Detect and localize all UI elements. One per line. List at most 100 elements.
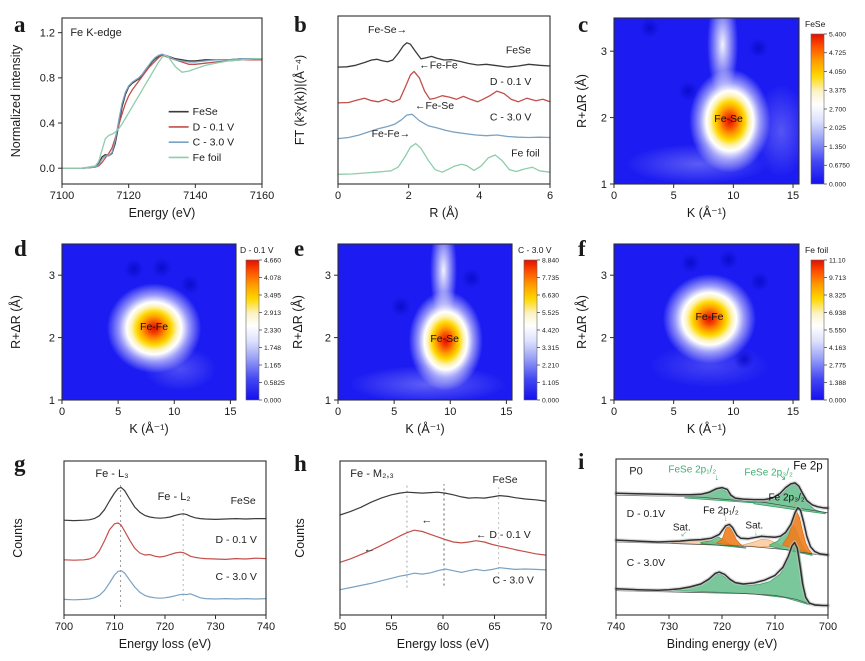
- x-tick-label: 710: [766, 621, 784, 633]
- annotation: FeSe 2p₁/₂: [668, 464, 716, 475]
- panel-f-wavelet-fefoil: 0 5 10 15 1 2 3 K (Å⁻¹) R+ΔR (Å) Fe foil 11.10 9.71…: [574, 232, 865, 444]
- plot-frame: [337, 15, 551, 185]
- x-tick-label: 0: [335, 190, 341, 202]
- y-tick-label: 0.4: [40, 118, 55, 130]
- annotation: D - 0.1 V: [216, 534, 257, 546]
- series-C - 3.0 V: [337, 113, 551, 140]
- colorbar-tick-label: 0.000: [264, 397, 281, 404]
- annotation: Fe - L₂: [158, 491, 191, 503]
- plot-frame: [61, 243, 237, 401]
- x-axis-label: Energy loss (eV): [119, 637, 211, 651]
- chart-h: 50 55 60 65 70 Energy loss (eV) Counts Fe - M₂,…: [293, 451, 552, 651]
- y-tick-label: 1: [601, 395, 607, 407]
- x-tick-label: 5: [115, 406, 121, 418]
- x-tick-label: 7160: [250, 190, 274, 202]
- y-tick-label: 3: [325, 270, 331, 282]
- annotation: Sat.: [673, 523, 691, 534]
- x-axis-label: K (Å⁻¹): [687, 205, 726, 220]
- annotation: ↓: [792, 498, 796, 508]
- colorbar-tick-label: 0.000: [542, 397, 559, 404]
- y-axis-label: Counts: [293, 518, 307, 558]
- x-tick-label: 15: [787, 406, 799, 418]
- annotation: ←: [421, 514, 432, 526]
- x-axis-label: K (Å⁻¹): [129, 421, 168, 436]
- chart-i: 740 730 720 710 700 Binding energy (eV) P0 Fe 2…: [578, 449, 837, 651]
- colorbar-tick-label: 6.630: [542, 292, 559, 299]
- colorbar-tick-label: 2.330: [264, 327, 281, 334]
- annotation: Fe-Se: [430, 333, 459, 345]
- x-tick-label: 65: [488, 621, 500, 633]
- colorbar-tick-label: 3.375: [829, 88, 846, 95]
- annotation: FeSe: [231, 495, 256, 507]
- heatmap-surface: [614, 244, 799, 400]
- x-tick-label: 0: [611, 406, 617, 418]
- x-tick-label: 740: [607, 621, 625, 633]
- colorbar-tick-label: 3.315: [542, 345, 559, 352]
- panel-h-eels-m-edge: 50 55 60 65 70 Energy loss (eV) Counts Fe - M₂,…: [290, 447, 572, 659]
- annotation: ←Fe-Se: [415, 100, 454, 112]
- fill-D-Fe-2p12: [716, 526, 744, 547]
- annotation: Fe K-edge: [70, 27, 121, 39]
- series-C-envelope: [615, 541, 829, 607]
- x-tick-label: 10: [444, 406, 456, 418]
- colorbar-tick-label: 2.025: [829, 125, 846, 132]
- y-axis-label: R+ΔR (Å): [290, 295, 305, 349]
- annotation: Fe - M₂,₃: [350, 468, 394, 480]
- colorbar-tick-label: 2.700: [829, 106, 846, 113]
- annotation: C - 3.0V: [627, 557, 666, 569]
- x-tick-label: 55: [385, 621, 397, 633]
- x-tick-label: 7120: [116, 190, 140, 202]
- series-FeSe: [61, 54, 263, 169]
- panel-letter-c: c: [578, 12, 588, 37]
- x-axis-label: K (Å⁻¹): [687, 421, 726, 436]
- x-tick-label: 50: [334, 621, 346, 633]
- heatmap-surface: [614, 18, 799, 184]
- panel-b-exafs-ft: 0 2 4 6 R (Å) FT (k³χ(k))|(Å⁻⁴) Fe-Se→ ←Fe-Fe ←F…: [290, 4, 572, 228]
- annotation: Fe foil: [511, 147, 540, 159]
- y-axis-label: Normalized intensity: [9, 44, 23, 157]
- x-tick-label: 7100: [50, 190, 74, 202]
- annotation: Fe-Fe→: [372, 128, 411, 140]
- annotation: Fe - L₃: [95, 468, 128, 480]
- plot-frame: [337, 243, 513, 401]
- colorbar-tick-label: 1.350: [829, 144, 846, 151]
- colorbar-tick-label: 7.735: [542, 275, 559, 282]
- panel-c-wavelet-fese: 0 5 10 15 1 2 3 K (Å⁻¹) R+ΔR (Å) FeSe 5.400 4.725 4.…: [574, 4, 865, 228]
- colorbar-tick-label: 4.420: [542, 327, 559, 334]
- colorbar-tick-label: 3.495: [264, 292, 281, 299]
- x-tick-label: 720: [713, 621, 731, 633]
- series-D-envelope: [615, 506, 829, 556]
- colorbar-tick-label: 1.165: [264, 362, 281, 369]
- x-axis-label: Binding energy (eV): [667, 637, 777, 651]
- y-tick-label: 0.8: [40, 73, 55, 85]
- series-D - 0.1 V: [63, 522, 267, 561]
- annotation: P0: [629, 465, 642, 477]
- plot-frame: [613, 17, 800, 185]
- x-axis-label: R (Å): [429, 205, 458, 220]
- annotation: Fe 2p₃/₂: [769, 493, 805, 504]
- x-tick-label: 700: [55, 621, 73, 633]
- panel-g-eels-l-edge: 700 710 720 730 740 Energy loss (eV) Counts Fe …: [6, 447, 288, 659]
- legend-label: FeSe: [193, 106, 218, 118]
- annotation: Fe-Fe: [140, 321, 168, 333]
- y-axis-label: Counts: [11, 518, 25, 558]
- panel-letter-g: g: [14, 451, 26, 476]
- series-Fe foil: [337, 142, 551, 175]
- x-tick-label: 730: [206, 621, 224, 633]
- y-tick-label: 2: [49, 332, 55, 344]
- y-tick-label: 2: [601, 332, 607, 344]
- x-tick-label: 2: [406, 190, 412, 202]
- panel-letter-i: i: [578, 449, 585, 474]
- annotation: ↓: [754, 527, 758, 537]
- panel-letter-f: f: [578, 236, 586, 261]
- x-tick-label: 10: [727, 190, 739, 202]
- y-axis-label: R+ΔR (Å): [574, 74, 589, 128]
- annotation: Sat.: [745, 521, 763, 532]
- heatmap-surface: [338, 244, 512, 400]
- heatmap-hotspot: [106, 283, 202, 374]
- series-D - 0.1 V: [61, 54, 263, 169]
- x-tick-label: 60: [437, 621, 449, 633]
- colorbar-tick-label: 1.105: [542, 380, 559, 387]
